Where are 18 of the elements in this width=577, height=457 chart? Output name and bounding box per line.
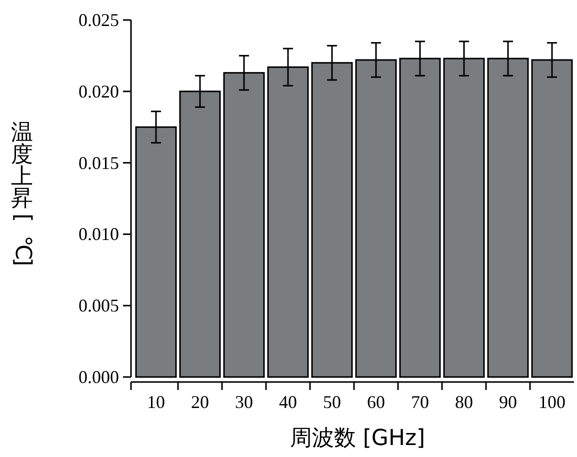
y-tick-label: 0.010 [78, 224, 119, 244]
x-tick-label: 10 [147, 392, 165, 412]
x-tick-label: 80 [455, 392, 473, 412]
x-axis-title: 周波数 [GHz] [290, 426, 426, 451]
x-tick-label: 20 [191, 392, 209, 412]
y-tick-label: 0.015 [78, 152, 119, 173]
x-tick-label: 30 [235, 392, 253, 412]
x-tick-label: 60 [367, 392, 385, 412]
x-tick-label: 70 [411, 392, 429, 412]
x-tick-label: 100 [538, 392, 566, 412]
x-tick-label: 50 [323, 392, 341, 412]
y-tick-label: 0.000 [78, 367, 119, 387]
x-tick-label: 40 [279, 392, 297, 412]
y-axis-title: 温度上昇[℃] [10, 120, 35, 266]
x-tick-label: 90 [499, 392, 517, 412]
y-tick-label: 0.020 [78, 81, 119, 102]
y-tick-label: 0.025 [78, 10, 119, 30]
y-tick-label: 0.005 [78, 296, 119, 316]
